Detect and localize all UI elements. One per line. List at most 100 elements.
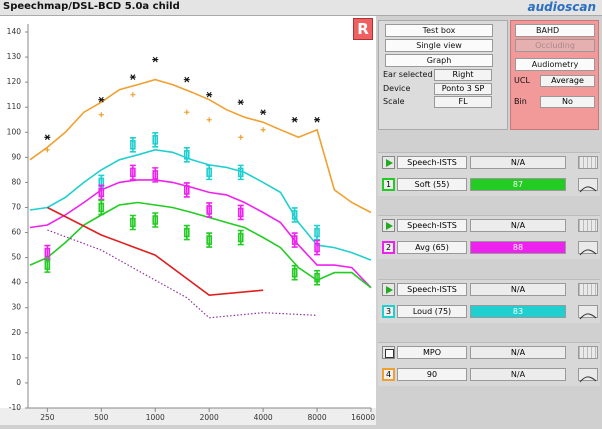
grid-icon[interactable] bbox=[578, 346, 598, 359]
cross-marker bbox=[206, 117, 212, 123]
cross-marker bbox=[260, 127, 266, 133]
target-marker bbox=[129, 164, 136, 181]
transducer-dropdown[interactable]: BAHD bbox=[515, 24, 595, 37]
target-marker bbox=[237, 164, 244, 181]
asterisk-marker bbox=[152, 56, 159, 63]
ucl-label: UCL bbox=[514, 76, 530, 85]
grid-icon[interactable] bbox=[578, 156, 598, 169]
level[interactable]: Soft (55) bbox=[397, 178, 467, 191]
sii-bar: 87 bbox=[470, 178, 566, 191]
y-tick-label: -10 bbox=[9, 403, 21, 412]
x-tick-label: 8000 bbox=[308, 413, 327, 422]
grid-icon[interactable] bbox=[578, 283, 598, 296]
test-number[interactable]: 2 bbox=[382, 241, 395, 254]
test-box-button[interactable]: Test box bbox=[385, 24, 493, 37]
device-label: Device bbox=[383, 84, 411, 93]
window-title: Speechmap/DSL-BCD 5.0a child bbox=[3, 1, 180, 12]
target-marker bbox=[183, 224, 190, 241]
chart-area: -10 0 10 20 30 40 50 60 70 80 90 100 110 120 130 140 250… bbox=[0, 16, 376, 425]
grid-icon[interactable] bbox=[578, 219, 598, 232]
cross-marker bbox=[98, 112, 104, 118]
curve bbox=[29, 201, 372, 289]
target-marker bbox=[314, 224, 321, 241]
asterisk-marker bbox=[314, 116, 321, 123]
target-marker bbox=[183, 147, 190, 163]
stimulus[interactable]: Speech-ISTS bbox=[397, 219, 467, 232]
stimulus[interactable]: Speech-ISTS bbox=[397, 283, 467, 296]
result: N/A bbox=[470, 219, 566, 232]
test-number[interactable]: 1 bbox=[382, 178, 395, 191]
asterisk-marker bbox=[260, 109, 267, 116]
level[interactable]: 90 bbox=[397, 368, 467, 381]
graph-button[interactable]: Graph bbox=[385, 54, 493, 67]
y-tick-label: 20 bbox=[11, 328, 21, 337]
target-marker bbox=[237, 229, 244, 246]
y-tick-label: 10 bbox=[11, 353, 21, 362]
target-marker bbox=[98, 184, 105, 201]
target-marker bbox=[291, 264, 298, 281]
asterisk-marker bbox=[129, 74, 136, 80]
curve-icon[interactable] bbox=[578, 368, 598, 383]
play-button[interactable] bbox=[382, 219, 395, 232]
title-bar: Speechmap/DSL-BCD 5.0a child audioscan bbox=[0, 0, 602, 16]
ear-value[interactable]: Right bbox=[434, 69, 492, 81]
asterisk-marker bbox=[44, 134, 51, 141]
y-tick-label: 70 bbox=[11, 202, 21, 211]
test-number[interactable]: 4 bbox=[382, 368, 395, 381]
target-marker bbox=[98, 199, 105, 216]
asterisk-marker bbox=[237, 99, 244, 106]
x-tick-label: 16000 bbox=[351, 413, 375, 422]
target-marker bbox=[206, 202, 213, 218]
target-marker bbox=[152, 167, 159, 183]
asterisk-marker bbox=[291, 116, 298, 123]
play-button[interactable] bbox=[382, 346, 395, 359]
y-tick-label: 100 bbox=[7, 127, 22, 136]
x-tick-label: 1000 bbox=[146, 413, 165, 422]
y-tick-label: 120 bbox=[7, 77, 22, 86]
x-tick-label: 500 bbox=[94, 413, 109, 422]
ear-badge[interactable]: R bbox=[353, 18, 373, 40]
play-button[interactable] bbox=[382, 156, 395, 169]
bin-value[interactable]: No bbox=[540, 96, 595, 108]
x-tick-label: 2000 bbox=[200, 413, 219, 422]
play-button[interactable] bbox=[382, 283, 395, 296]
ucl-value[interactable]: Average bbox=[540, 75, 595, 87]
target-marker bbox=[129, 137, 136, 153]
test-number[interactable]: 3 bbox=[382, 305, 395, 318]
curve-icon[interactable] bbox=[578, 178, 598, 193]
dotted-curve bbox=[47, 229, 318, 319]
level[interactable]: Loud (75) bbox=[397, 305, 467, 318]
stimulus[interactable]: Speech-ISTS bbox=[397, 156, 467, 169]
scale-value[interactable]: FL bbox=[434, 96, 492, 108]
y-tick-label: 80 bbox=[11, 177, 21, 186]
y-tick-label: 140 bbox=[7, 27, 22, 36]
stimulus[interactable]: MPO bbox=[397, 346, 467, 359]
curve-icon[interactable] bbox=[578, 241, 598, 256]
device-value[interactable]: Ponto 3 SP bbox=[434, 83, 492, 95]
curve-icon[interactable] bbox=[578, 305, 598, 320]
scale-label: Scale bbox=[383, 97, 405, 106]
target-marker bbox=[206, 232, 213, 248]
target-marker bbox=[129, 214, 136, 231]
cross-marker bbox=[44, 147, 50, 153]
curve bbox=[29, 179, 372, 289]
y-tick-label: 60 bbox=[11, 228, 21, 237]
result: N/A bbox=[470, 346, 566, 359]
curve bbox=[29, 78, 372, 214]
target-marker bbox=[291, 207, 298, 223]
single-view-button[interactable]: Single view bbox=[385, 39, 493, 52]
y-tick-label: 110 bbox=[7, 102, 22, 111]
sii-bar: 88 bbox=[470, 241, 566, 254]
result: N/A bbox=[470, 156, 566, 169]
x-tick-label: 250 bbox=[40, 413, 55, 422]
bin-label: Bin bbox=[514, 97, 527, 106]
audiometry-button[interactable]: Audiometry bbox=[515, 58, 595, 71]
y-tick-label: 40 bbox=[11, 278, 21, 287]
level[interactable]: Avg (65) bbox=[397, 241, 467, 254]
y-tick-label: 90 bbox=[11, 152, 21, 161]
asterisk-marker bbox=[183, 76, 190, 83]
target-marker bbox=[314, 239, 321, 256]
ear-label: Ear selected bbox=[383, 70, 433, 79]
target-marker bbox=[152, 131, 159, 148]
